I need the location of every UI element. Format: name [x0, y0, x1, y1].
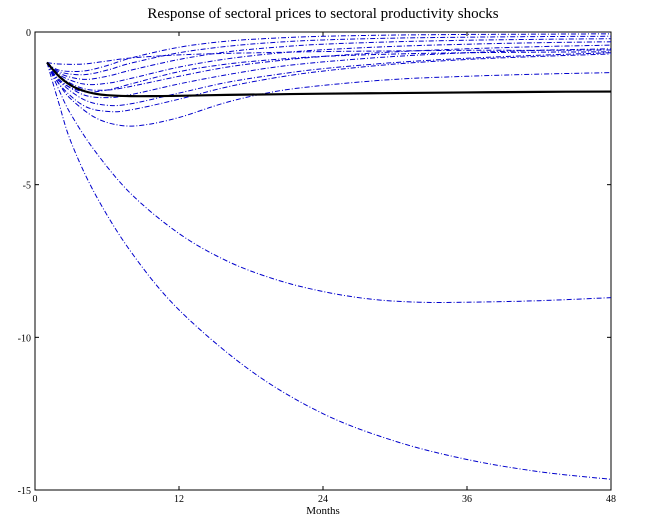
sector-series-line-12: [46, 49, 612, 65]
sector-series-line-2: [46, 62, 612, 304]
sector-series-line-4: [46, 53, 612, 113]
sector-series-line-9: [46, 38, 612, 80]
y-tick-label: -5: [23, 181, 31, 192]
x-axis-label: Months: [306, 505, 340, 517]
sector-series-line-5: [46, 52, 612, 107]
x-tick-label: 12: [174, 494, 184, 505]
sector-series-line-11: [46, 33, 612, 73]
x-tick-label: 0: [33, 494, 38, 505]
sector-series-line-1: [46, 62, 612, 480]
aggregate-series-line: [46, 61, 612, 98]
x-tick-label: 24: [318, 494, 328, 505]
x-tick-label: 48: [606, 494, 616, 505]
sector-series-line-13: [46, 51, 612, 93]
sector-series-line-3: [46, 62, 612, 127]
x-tick-label: 36: [462, 494, 472, 505]
chart-title: Response of sectoral prices to sectoral …: [147, 6, 498, 22]
sector-series-line-7: [46, 44, 612, 91]
series-layer: [46, 33, 612, 480]
plot-area-frame: [34, 31, 612, 491]
y-tick-label: 0: [26, 28, 31, 39]
sector-series-line-10: [46, 35, 612, 76]
axis-ticks: 0 12 24 36 48 0 -5 -10 -15: [18, 28, 616, 505]
y-tick-label: -15: [18, 486, 31, 497]
sector-series-line-6: [46, 48, 612, 99]
y-tick-label: -10: [18, 333, 31, 344]
sector-series-line-8: [46, 41, 612, 86]
